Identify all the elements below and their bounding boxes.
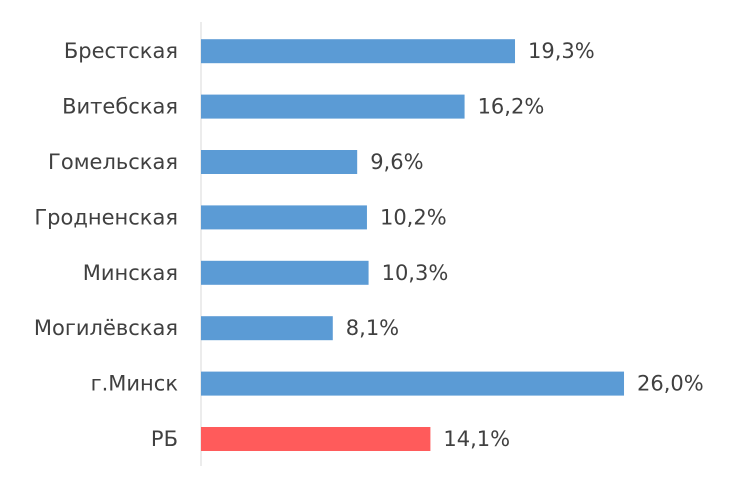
value-label: 9,6% xyxy=(370,150,423,174)
bar xyxy=(201,260,369,285)
category-label: РБ xyxy=(151,427,178,451)
bar xyxy=(201,94,465,119)
value-label: 10,3% xyxy=(382,261,449,285)
bar xyxy=(201,427,431,451)
bar xyxy=(201,371,625,396)
bar xyxy=(201,316,333,341)
value-label: 8,1% xyxy=(346,316,399,340)
bar xyxy=(201,39,516,64)
value-label: 16,2% xyxy=(478,95,545,119)
value-label: 26,0% xyxy=(637,372,704,396)
value-label: 19,3% xyxy=(528,39,595,63)
value-label: 10,2% xyxy=(380,205,447,229)
category-label: Минская xyxy=(83,261,178,285)
bar xyxy=(201,150,358,174)
value-label: 14,1% xyxy=(443,427,510,451)
category-label: Брестская xyxy=(64,39,178,63)
category-label: Витебская xyxy=(62,95,178,119)
category-label: г.Минск xyxy=(91,372,178,396)
category-label: Гродненская xyxy=(34,205,178,229)
category-label: Могилёвская xyxy=(34,316,178,340)
bar xyxy=(201,205,367,230)
category-label: Гомельская xyxy=(48,150,178,174)
